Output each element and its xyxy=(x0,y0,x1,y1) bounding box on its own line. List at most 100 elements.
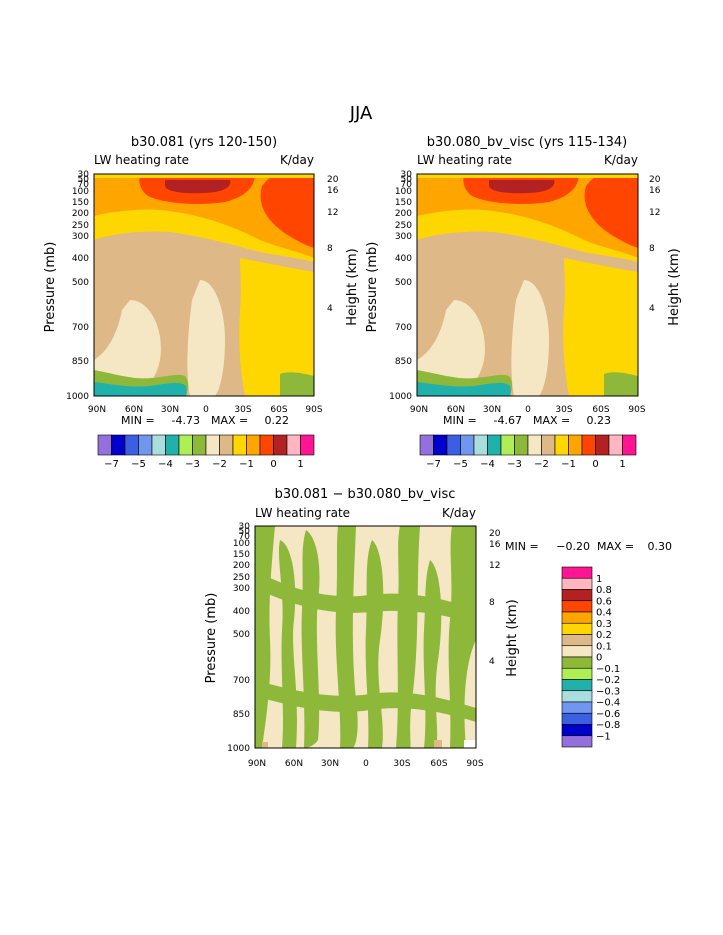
y-tick-label: 500 xyxy=(72,278,89,288)
max-label: MAX = xyxy=(211,414,248,427)
colorbar-swatch xyxy=(111,434,126,456)
colorbar-swatch xyxy=(219,434,234,456)
x-tick-labels: 90N 60N 30N 0 30S 60S 90S xyxy=(248,759,484,769)
contour-band-redorange-south xyxy=(260,174,314,248)
contour-band-cream-eq xyxy=(187,280,225,396)
y2-tick-label: 4 xyxy=(489,657,495,667)
y2-tick-labels: 20 16 12 8 4 xyxy=(649,175,661,314)
y-tick-label: 400 xyxy=(395,254,412,264)
contour-band-darkred xyxy=(165,180,231,194)
y2-tick-label: 12 xyxy=(489,561,500,571)
y-tick-label: 500 xyxy=(395,278,412,288)
y-tick-label: 150 xyxy=(395,198,412,208)
contour-band-cream-nh xyxy=(94,300,161,396)
colorbar-label: −7 xyxy=(426,459,441,470)
plot-frame xyxy=(416,173,639,397)
contour-band-top-yellow xyxy=(94,174,314,178)
min-label: MIN = xyxy=(505,540,539,553)
contour-band-green-sh xyxy=(604,372,638,396)
y-tick-label: 50 xyxy=(401,175,413,185)
y-tick-label: 70 xyxy=(401,180,413,190)
colorbar-swatch xyxy=(487,434,502,456)
y-tick-label: 300 xyxy=(395,232,412,242)
panel-1: b30.081 (yrs 120-150) LW heating rate K/… xyxy=(43,135,360,470)
contour-band-neg xyxy=(396,526,420,748)
y-tick-label: 850 xyxy=(72,357,89,367)
colorbar-swatch xyxy=(527,434,542,456)
plot-frame xyxy=(93,173,315,397)
y-tick-label: 150 xyxy=(233,550,250,560)
colorbar-swatch xyxy=(561,577,593,590)
colorbar-swatch xyxy=(97,434,112,456)
y2-axis-label: Height (km) xyxy=(345,248,360,325)
x-tick-label: 60N xyxy=(447,405,465,415)
colorbar-label: −2 xyxy=(534,459,549,470)
y2-tick-label: 12 xyxy=(649,208,660,218)
y2-axis-label: Height (km) xyxy=(667,248,682,325)
x-tick-label: 60S xyxy=(270,405,287,415)
contour-band-lowtrop-yellow xyxy=(239,258,314,396)
colorbar-label: −5 xyxy=(453,459,468,470)
contour-band-top-yellow xyxy=(417,174,638,178)
y-tick-label: 50 xyxy=(78,175,90,185)
y2-tick-label: 4 xyxy=(649,304,655,314)
x-tick-label: 60S xyxy=(592,405,609,415)
panel-right-label: K/day xyxy=(280,153,314,167)
x-tick-label: 90N xyxy=(248,759,266,769)
colorbar-swatch xyxy=(419,434,434,456)
y-tick-label: 250 xyxy=(233,573,250,583)
y2-tick-labels: 20 16 12 8 4 xyxy=(327,175,339,314)
colorbar-label: 0.6 xyxy=(596,596,612,607)
colorbar-swatch xyxy=(500,434,515,456)
y2-tick-label: 4 xyxy=(327,304,333,314)
colorbar-swatch xyxy=(433,434,448,456)
contour-band-pos xyxy=(262,742,268,748)
colorbar-label: 0.8 xyxy=(596,585,612,596)
colorbar-label: −5 xyxy=(131,459,146,470)
contour-field xyxy=(94,174,314,396)
colorbar-swatch xyxy=(561,634,593,647)
colorbar-swatch xyxy=(581,434,596,456)
colorbar-label: −3 xyxy=(507,459,522,470)
colorbar: −7 −5 −4 −3 −2 −1 0 1 xyxy=(419,434,637,470)
y2-tick-labels: 20 16 12 8 4 xyxy=(489,529,501,667)
colorbar-label: −0.4 xyxy=(596,698,620,709)
colorbar-label: −0.8 xyxy=(596,720,620,731)
y-tick-label: 1000 xyxy=(66,392,89,402)
max-value: 0.22 xyxy=(265,414,290,427)
colorbar-swatch xyxy=(568,434,583,456)
colorbar-swatch xyxy=(561,712,593,725)
y-tick-labels: 30 50 70 100 150 200 250 300 400 500 700… xyxy=(227,522,250,754)
colorbar-label: 0 xyxy=(596,653,602,664)
colorbar-label: 1 xyxy=(619,459,625,470)
contour-band-lowtrop-yellow xyxy=(563,258,638,396)
contour-band-darkred xyxy=(489,180,555,194)
y-tick-label: 300 xyxy=(233,584,250,594)
colorbar-swatch xyxy=(124,434,139,456)
colorbar-swatch xyxy=(561,667,593,680)
x-tick-label: 60N xyxy=(125,405,143,415)
contour-field xyxy=(417,174,638,396)
y-tick-label: 700 xyxy=(72,323,89,333)
min-label: MIN = xyxy=(121,414,155,427)
y-tick-label: 50 xyxy=(239,527,251,537)
colorbar-swatch xyxy=(473,434,488,456)
contour-band-neg-band xyxy=(255,570,476,625)
colorbar-swatch xyxy=(561,724,593,737)
max-value: 0.30 xyxy=(648,540,673,553)
colorbar-swatch xyxy=(286,434,301,456)
colorbar-label: −3 xyxy=(185,459,200,470)
min-value: -4.67 xyxy=(494,414,522,427)
colorbar-swatch xyxy=(561,566,593,579)
panel-left-label: LW heating rate xyxy=(255,506,350,520)
x-tick-label: 30S xyxy=(393,759,410,769)
y2-tick-label: 8 xyxy=(327,244,333,254)
colorbar-swatch xyxy=(561,690,593,703)
colorbar-swatch xyxy=(608,434,623,456)
colorbar-swatch xyxy=(300,434,315,456)
y-axis-label: Pressure (mb) xyxy=(43,242,58,333)
y-tick-labels: 30 50 70 100 150 200 250 300 400 500 700… xyxy=(66,170,89,402)
colorbar-label: 0.1 xyxy=(596,641,612,652)
y-axis-label: Pressure (mb) xyxy=(365,242,380,333)
y2-axis-label: Height (km) xyxy=(505,599,520,676)
